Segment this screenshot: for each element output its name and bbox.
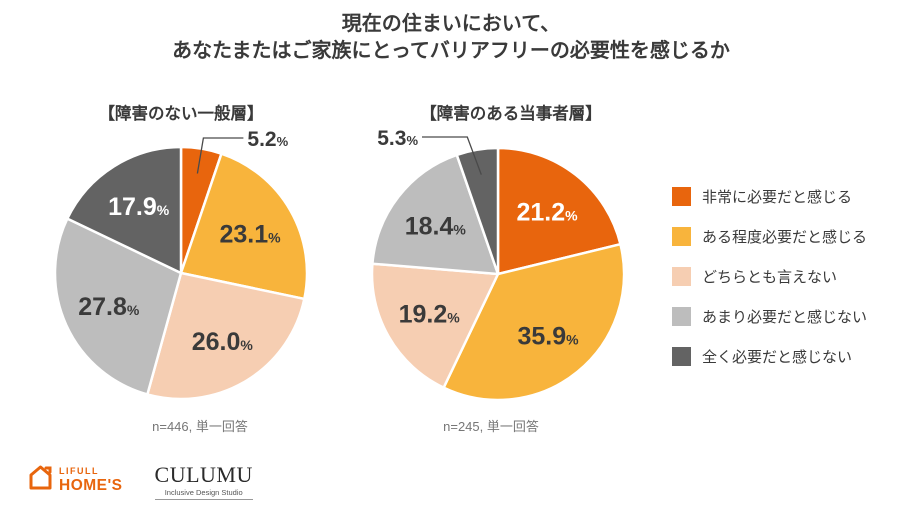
pie-0-slice-3 (53, 217, 183, 396)
homes-text: HOME'S (59, 477, 123, 495)
pie-1-value-label-0: 21.2% (516, 199, 578, 227)
legend-item-2: どちらとも言えない (672, 266, 867, 287)
legend-swatch-4 (672, 347, 691, 366)
legend-item-1: ある程度必要だと感じる (672, 226, 867, 247)
legend-swatch-2 (672, 267, 691, 286)
page-title: 現在の住まいにおいて、 あなたまたはご家族にとってバリアフリーの必要性を感じるか (0, 11, 902, 65)
pie-0-value-label-2: 26.0% (192, 328, 254, 356)
legend: 非常に必要だと感じる ある程度必要だと感じる どちらとも言えないあまり必要だと感じな… (672, 186, 867, 367)
pie-1-value-label-1: 35.9% (517, 323, 579, 351)
pie-1-slice-4 (455, 146, 500, 276)
sample-size-note-general: n=446, 単一回答 (152, 419, 248, 434)
legend-label-4: 全く必要だと感じない (702, 349, 853, 366)
culumu-logo: CULUMU Inclusive Design Studio (154, 462, 253, 500)
legend-item-4: 全く必要だと感じない (672, 346, 867, 367)
legend-item-0: 非常に必要だと感じる (672, 186, 867, 207)
legend-label-2: どちらとも言えない (702, 269, 838, 286)
pie-0-slice-2 (146, 271, 306, 401)
house-icon (27, 462, 54, 499)
pie-1-slice-2 (370, 262, 500, 389)
chart-title-general-group: 【障害のない一般層】 (98, 105, 264, 123)
pie-0-callout-label: 5.2% (247, 128, 288, 151)
lifull-homes-logo: LIFULL HOME'S (27, 462, 123, 499)
pie-1-slice-1 (442, 242, 626, 402)
pie-0-slice-4 (66, 145, 183, 275)
pie-1-callout-leader-line (422, 136, 482, 175)
legend-label-0: 非常に必要だと感じる (702, 189, 853, 206)
legend-swatch-0 (672, 187, 691, 206)
legend-swatch-1 (672, 227, 691, 246)
lifull-text: LIFULL (59, 466, 99, 477)
chart-title-disability-group: 【障害のある当事者層】 (420, 105, 602, 123)
pie-1-slice-0 (496, 146, 622, 276)
legend-label-1: ある程度必要だと感じる (702, 229, 868, 246)
culumu-wordmark: CULUMU (154, 462, 253, 487)
page-title-line2: あなたまたはご家族にとってバリアフリーの必要性を感じるか (172, 40, 730, 62)
legend-label-3: あまり必要だと感じない (702, 309, 868, 326)
legend-swatch-3 (672, 307, 691, 326)
pie-0-slice-1 (179, 152, 309, 301)
page-title-line1: 現在の住まいにおいて、 (341, 13, 561, 35)
pie-0-value-label-3: 27.8% (78, 293, 140, 321)
culumu-subtitle: Inclusive Design Studio (154, 488, 253, 500)
pie-chart-disability-group: 21.2% 35.9% 19.2% 18.4% 5.3% (370, 127, 626, 402)
pie-0-value-label-4: 17.9% (108, 193, 170, 221)
pie-1-value-label-2: 19.2% (399, 301, 461, 329)
pie-1-callout-label: 5.3% (377, 127, 418, 150)
pie-chart-general-group: 23.1% 26.0% 27.8% 17.9% 5.2% (53, 128, 309, 401)
legend-item-3: あまり必要だと感じない (672, 306, 867, 327)
pie-0-callout-leader-line (196, 137, 244, 174)
pie-0-value-label-1: 23.1% (219, 221, 281, 249)
sample-size-note-disability: n=245, 単一回答 (443, 419, 539, 434)
footer: LIFULL HOME'S CULUMU Inclusive Design St… (27, 462, 253, 500)
pie-1-value-label-3: 18.4% (405, 212, 467, 240)
lifull-homes-wordmark: LIFULL HOME'S (59, 467, 123, 494)
